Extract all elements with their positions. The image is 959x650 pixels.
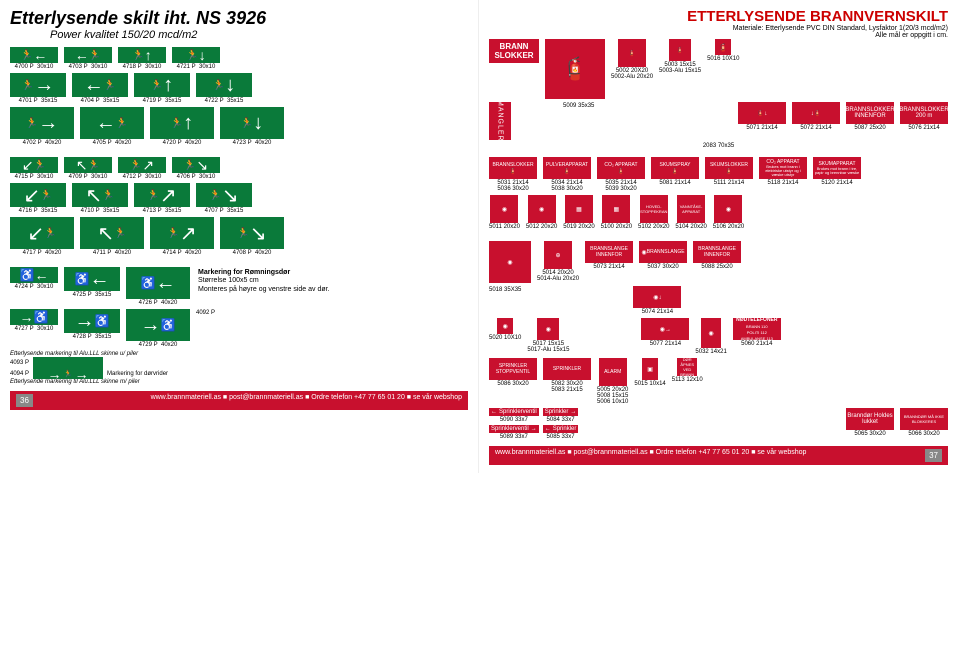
fire-row-3: BRANNSLOKKER🧯5031 21x145036 30x20 PULVER… [489,157,948,192]
page-number: 37 [925,449,942,462]
page-right: ETTERLYSENDE BRANNVERNSKILT Materiale: E… [479,0,958,473]
page-title: Etterlysende skilt iht. NS 3926 [10,8,266,29]
footer-left: 36 www.brannmateriell.as ■ post@brannmat… [10,391,468,410]
row-40x20-a: 🏃→4702 P 40x20 ←🏃4705 P 40x20 🏃↑4720 P 4… [10,107,468,146]
page-title-right: ETTERLYSENDE BRANNVERNSKILT [489,8,948,25]
fire-row-1: BRANN SLOKKER 🧯 🧯5002 20X205002-Alu 20x2… [489,39,948,99]
footer-right: www.brannmateriell.as ■ post@brannmateri… [489,446,948,465]
row-35x15-b: ↙🏃4716 P 35x15 ↖🏃4710 P 35x15 🏃↗4713 P 3… [10,183,468,214]
row-40x20-b: ↙🏃4717 P 40x20 ↖🏃4711 P 40x20 🏃↗4714 P 4… [10,217,468,256]
page-subtitle: Power kvalitet 150/20 mcd/m2 [50,29,266,41]
fire-row-4: ◉5011 20x20 ◉5012 20x20 ▦5019 20x20 ▦510… [489,195,948,230]
wc-row-1: ♿←4724 P 30x10 ♿←4725 P 35x15 ♿←4726 P 4… [10,267,468,306]
row-30x10-a: 🏃←4700 P 30x10 ←🏃4703 P 30x10 🏃↑4718 P 3… [10,47,468,70]
marking-text: Markering for Rømningsdør Størrelse 100x… [196,267,332,296]
fire-row-2: MANGLER 5009 35x35 🧯↓5071 21x14 ↓🧯5072 2… [489,102,948,140]
fire-row-8: ← Sprinklerventil5090 33x7 Sprinkler →50… [489,408,948,440]
page-left: Etterlysende skilt iht. NS 3926 Power kv… [0,0,479,473]
mark-id: 4092 P [196,310,215,316]
catalog-spread: Etterlysende skilt iht. NS 3926 Power kv… [0,0,959,473]
row-30x10-b: ↙🏃4715 P 30x10 ↖🏃4709 P 30x10 🏃↗4712 P 3… [10,157,468,180]
fire-row-7: SPRINKLER STOPPVENTIL5086 30x20 SPRINKLE… [489,358,948,405]
row-35x15-a: 🏃→4701 P 35x15 ←🏃4704 P 35x15 🏃↑4719 P 3… [10,73,468,104]
brann-slokker-label: BRANN SLOKKER [489,39,539,63]
wc-row-2: →♿4727 P 30x10 →♿4728 P 35x15 →♿4729 P 4… [10,309,468,348]
fire-row-5: ◉ ⊕5014 20x205014-Alu 20x20 BRANNSLANGE … [489,241,948,283]
page-number: 36 [16,394,33,407]
fire-row-6: ◉5020 10X10 ◉5017 15x155017-Alu 15x15 ◉→… [489,318,948,355]
